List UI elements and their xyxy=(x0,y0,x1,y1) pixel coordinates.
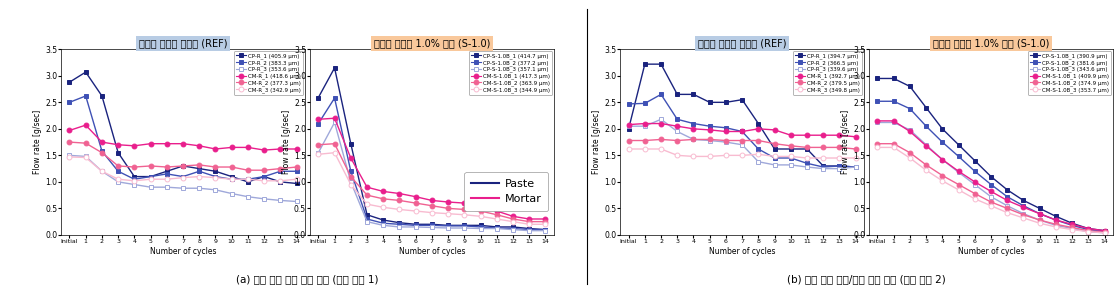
Legend: CP-R_1 (405.9 μm), CP-R_2 (383.3 μm), CP-R_3 (353.6 μm), CM-R_1 (418.6 μm), CM-R: CP-R_1 (405.9 μm), CP-R_2 (383.3 μm), CP… xyxy=(234,51,304,95)
Text: (a) 균열 이후 수중 침지 조건 (노출 조건 1): (a) 균열 이후 수중 침지 조건 (노출 조건 1) xyxy=(237,274,378,284)
Title: 스마트 폴리머 미혼입 (REF): 스마트 폴리머 미혼입 (REF) xyxy=(698,39,787,48)
Y-axis label: Flow rate [g/sec]: Flow rate [g/sec] xyxy=(282,110,291,174)
Title: 스마트 폴리머 미혼입 (REF): 스마트 폴리머 미혼입 (REF) xyxy=(138,39,228,48)
X-axis label: Number of cycles: Number of cycles xyxy=(398,247,465,256)
X-axis label: Number of cycles: Number of cycles xyxy=(709,247,776,256)
Y-axis label: Flow rate [g/sec]: Flow rate [g/sec] xyxy=(33,110,42,174)
Title: 스마트 폴리머 1.0% 혼입 (S-1.0): 스마트 폴리머 1.0% 혼입 (S-1.0) xyxy=(933,39,1049,48)
Y-axis label: Flow rate [g/sec]: Flow rate [g/sec] xyxy=(841,110,850,174)
Legend: CP-R_1 (394.7 μm), CP-R_2 (366.5 μm), CP-R_3 (339.6 μm), CM-R_1 (392.7 μm), CM-R: CP-R_1 (394.7 μm), CP-R_2 (366.5 μm), CP… xyxy=(793,51,863,95)
Title: 스마트 폴리머 1.0% 혼입 (S-1.0): 스마트 폴리머 1.0% 혼입 (S-1.0) xyxy=(374,39,490,48)
Legend: Paste, Mortar: Paste, Mortar xyxy=(464,172,548,211)
Legend: CP-S-1.0B_1 (390.9 μm), CP-S-1.0B_2 (381.6 μm), CP-S-1.0B_3 (343.6 μm), CM-S-1.0: CP-S-1.0B_1 (390.9 μm), CP-S-1.0B_2 (381… xyxy=(1028,51,1112,95)
Y-axis label: Flow rate [g/sec]: Flow rate [g/sec] xyxy=(593,110,602,174)
X-axis label: Number of cycles: Number of cycles xyxy=(958,247,1024,256)
X-axis label: Number of cycles: Number of cycles xyxy=(150,247,217,256)
Text: (b) 균열 이후 습윤/건조 반복 조건 (노출 조건 2): (b) 균열 이후 습윤/건조 반복 조건 (노출 조건 2) xyxy=(787,274,946,284)
